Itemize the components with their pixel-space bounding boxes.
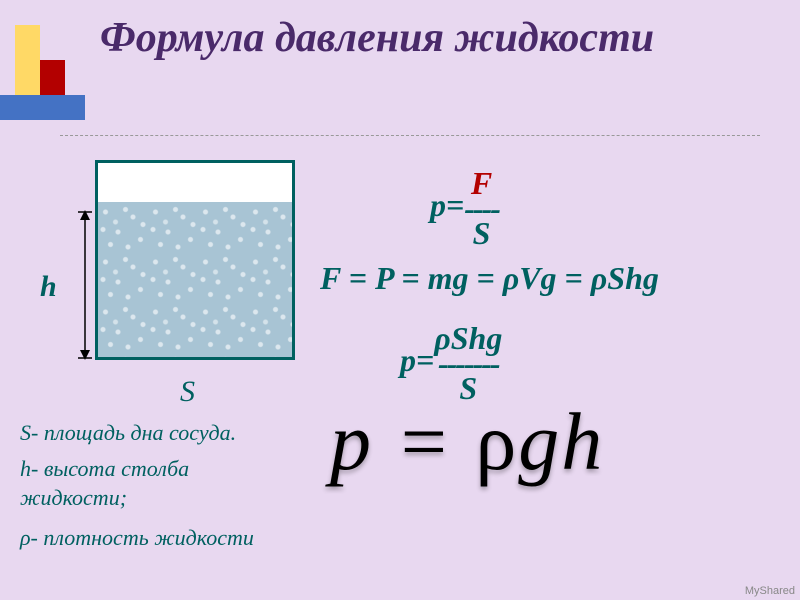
final-formula: p = ρgh (330, 395, 604, 489)
final-gh: gh (518, 396, 604, 487)
h-label: h (40, 270, 57, 304)
watermark: MyShared (745, 585, 795, 597)
slide-title: Формула давления жидкости (100, 15, 654, 61)
legend-rho: ρ- плотность жидкости (20, 525, 254, 551)
formula3-dashes: ------- (434, 357, 502, 370)
height-arrow (78, 210, 92, 360)
legend-h: h- высота столба жидкости; (20, 455, 270, 512)
final-eq: = (373, 396, 475, 487)
final-rho: ρ (475, 396, 518, 487)
formula1-prefix: p= (430, 187, 464, 223)
vessel-diagram (95, 160, 295, 360)
final-p: p (330, 396, 373, 487)
divider (60, 135, 760, 136)
formula-p-equals-f-over-s: p= F ---- S (430, 165, 499, 252)
s-label: S (180, 375, 195, 409)
formula1-dashes: ---- (464, 202, 499, 215)
formula-p-equals-rho-shg-over-s: p= ρShg ------- S (400, 320, 502, 407)
decoration-bars (0, 25, 90, 125)
formula-force-derivation: F = P = mg = ρVg = ρShg (320, 260, 659, 297)
legend-s: S- площадь дна сосуда. (20, 420, 236, 446)
formula3-prefix: p= (400, 342, 434, 378)
liquid-fill (98, 202, 292, 357)
